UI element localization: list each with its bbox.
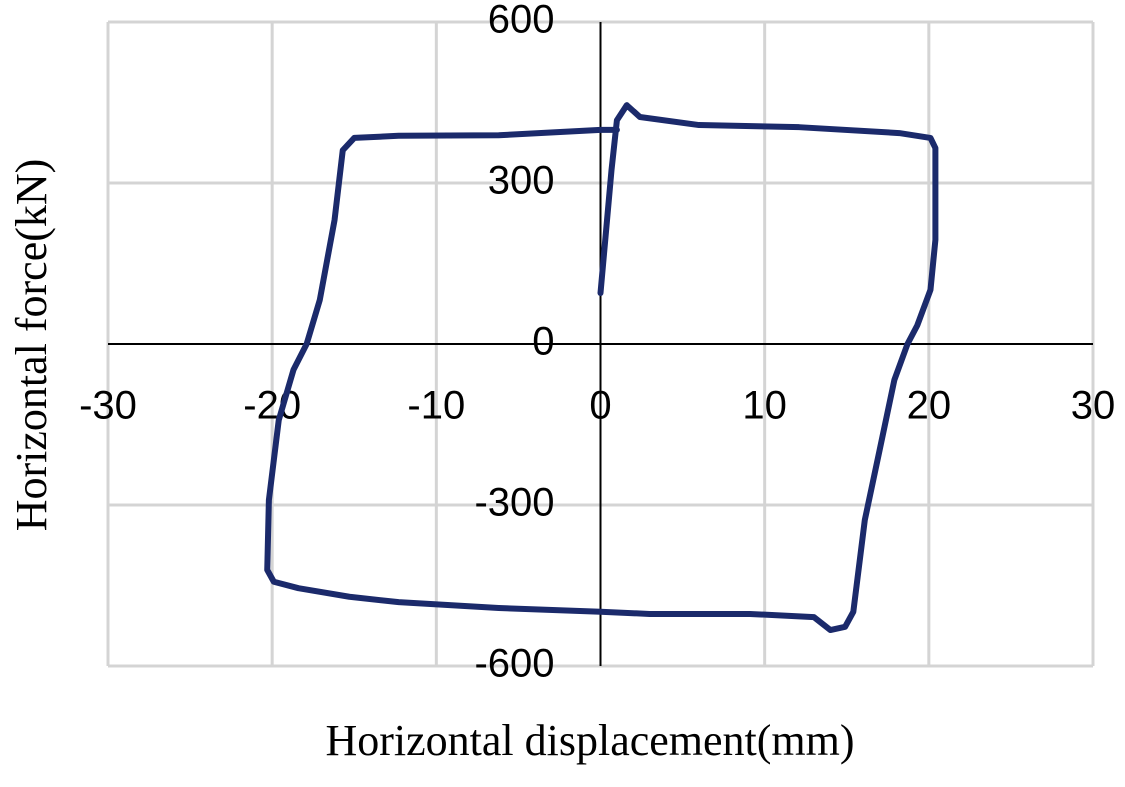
y-tick-label: -600 [474, 642, 554, 686]
y-tick-label: 0 [532, 320, 554, 364]
y-tick-label: -300 [474, 481, 554, 525]
x-axis-title: Horizontal displacement(mm) [325, 716, 854, 765]
y-tick-label: 600 [488, 0, 555, 42]
y-tick-label: 300 [488, 159, 555, 203]
x-tick-label: -20 [243, 384, 301, 428]
x-tick-label: 30 [1071, 384, 1116, 428]
y-axis-title: Horizontal force(kN) [7, 159, 56, 532]
x-tick-label: -30 [79, 384, 137, 428]
x-tick-label: 20 [907, 384, 952, 428]
x-tick-label: 0 [589, 384, 611, 428]
x-tick-label: 10 [742, 384, 787, 428]
x-tick-label: -10 [407, 384, 465, 428]
data-line [264, 102, 939, 634]
